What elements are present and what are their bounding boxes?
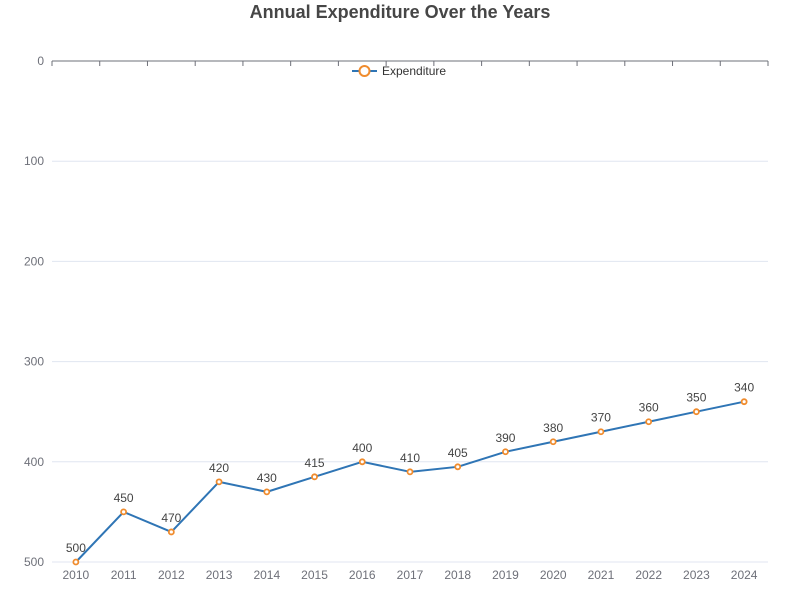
data-point	[502, 448, 509, 456]
data-label: 415	[305, 456, 325, 470]
x-axis-labels: 2010 2011 2012 2013 2014 2015 2016 2017 2018 2019…	[63, 568, 758, 582]
data-labels: 500 450 470 420 430 415 400 410 405 390 380 370 360 3…	[66, 381, 755, 555]
data-label: 340	[734, 381, 754, 395]
legend[interactable]: Expenditure	[352, 64, 446, 78]
x-tick-label: 2019	[492, 568, 519, 582]
data-point	[597, 428, 605, 436]
x-tick-label: 2015	[301, 568, 328, 582]
data-label: 360	[639, 401, 659, 415]
y-tick-label: 200	[24, 254, 44, 268]
data-label: 450	[114, 491, 134, 505]
x-axis	[51, 60, 769, 66]
legend-label: Expenditure	[382, 64, 446, 78]
x-tick-label: 2017	[397, 568, 424, 582]
data-label: 410	[400, 451, 420, 465]
x-tick-label: 2012	[158, 568, 185, 582]
data-point	[693, 408, 700, 416]
data-label: 430	[257, 471, 277, 485]
data-point	[549, 438, 557, 446]
x-tick-label: 2014	[253, 568, 280, 582]
series-expenditure	[72, 398, 748, 566]
x-tick-label: 2011	[111, 568, 137, 582]
data-label: 400	[352, 441, 372, 455]
data-point	[645, 418, 653, 426]
chart-title: Annual Expenditure Over the Years	[249, 2, 551, 22]
data-label: 350	[686, 391, 706, 405]
data-point	[215, 478, 223, 486]
data-label: 420	[209, 461, 229, 475]
data-label: 380	[543, 421, 563, 435]
data-label: 470	[161, 511, 181, 525]
data-point	[311, 473, 318, 481]
data-point	[454, 463, 462, 471]
data-point	[740, 398, 748, 406]
data-point	[167, 528, 175, 536]
x-tick-label: 2023	[683, 568, 710, 582]
x-tick-label: 2016	[349, 568, 376, 582]
y-tick-label: 0	[37, 54, 44, 68]
data-point	[120, 508, 127, 516]
y-tick-label: 400	[24, 455, 44, 469]
legend-marker-icon	[358, 65, 371, 77]
x-tick-label: 2010	[63, 568, 90, 582]
grid-lines	[52, 160, 768, 563]
data-label: 370	[591, 411, 611, 425]
series-line	[75, 400, 745, 563]
x-tick-label: 2020	[540, 568, 567, 582]
y-tick-label: 100	[24, 154, 44, 168]
x-tick-label: 2024	[731, 568, 758, 582]
y-axis-labels: 0 100 200 300 400 500	[24, 54, 44, 569]
data-label: 500	[66, 541, 86, 555]
x-tick-label: 2013	[206, 568, 233, 582]
data-label: 405	[448, 446, 468, 460]
data-point	[358, 458, 366, 466]
x-tick-label: 2021	[588, 568, 615, 582]
data-label: 390	[495, 431, 515, 445]
y-tick-label: 500	[24, 555, 44, 569]
x-tick-label: 2018	[444, 568, 471, 582]
data-point	[406, 468, 414, 476]
y-tick-label: 300	[24, 355, 44, 369]
data-point	[263, 488, 271, 496]
data-point	[72, 558, 80, 566]
x-tick-label: 2022	[635, 568, 662, 582]
